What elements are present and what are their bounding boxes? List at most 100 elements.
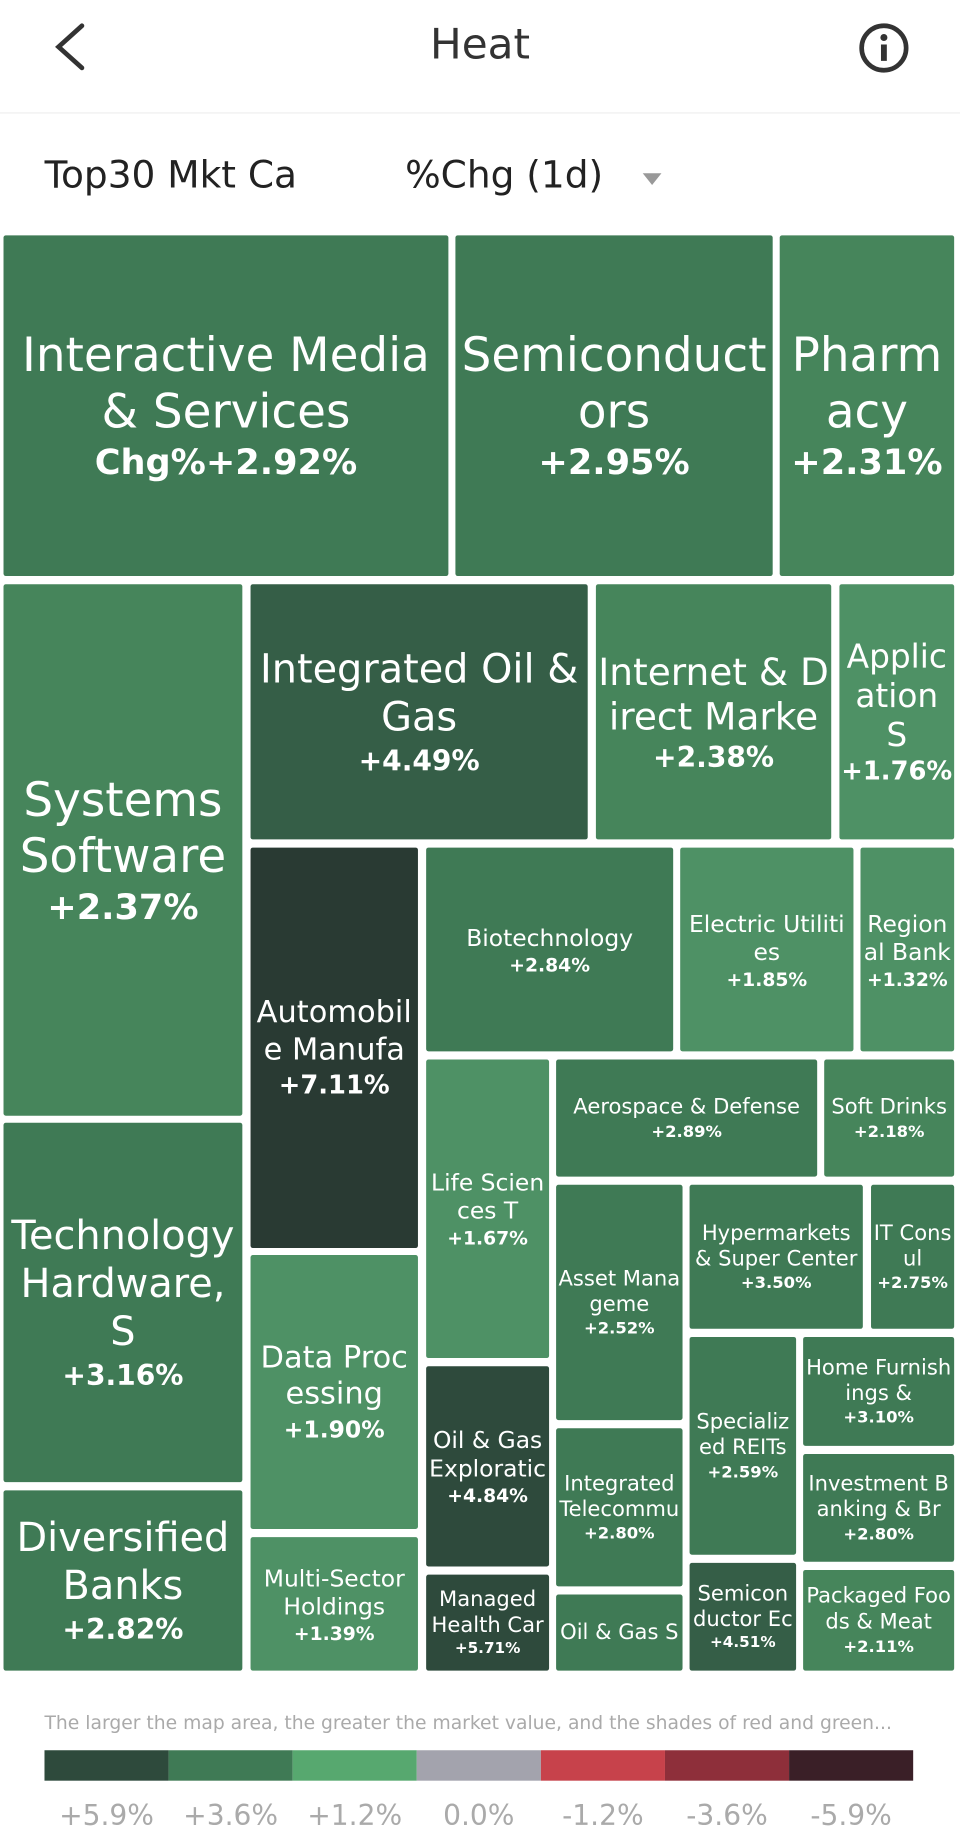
tile-change: +5.71% bbox=[454, 1640, 521, 1658]
tile[interactable]: Packaged Foods & Meat +2.11% bbox=[803, 1569, 955, 1671]
tile-name: Investment Banking & Br bbox=[808, 1472, 949, 1522]
tile[interactable]: Life Sciences T +1.67% bbox=[426, 1059, 550, 1359]
tile[interactable]: Interactive Media & Services Chg%+2.92% bbox=[3, 235, 449, 577]
tile-change: +1.67% bbox=[447, 1226, 528, 1250]
tile-name: Systems Software bbox=[19, 773, 227, 884]
tile-name: Specialized REITs bbox=[696, 1410, 790, 1460]
legend-swatch bbox=[168, 1750, 293, 1781]
metric-filter[interactable]: %Chg (1d) bbox=[405, 152, 664, 197]
tile-change: +2.82% bbox=[62, 1613, 184, 1646]
legend-label: -3.6% bbox=[686, 1799, 768, 1833]
tile-name: Integrated Oil & Gas bbox=[259, 646, 579, 742]
tile-name: Hypermarkets & Super Center bbox=[694, 1220, 858, 1271]
tile[interactable]: Oil & Gas Exploratic +4.84% bbox=[426, 1366, 550, 1567]
tile-name: Biotechnology bbox=[466, 923, 634, 952]
tile-change: +2.59% bbox=[707, 1462, 779, 1482]
tile-name: Pharmacy bbox=[791, 328, 943, 440]
legend-label: +1.2% bbox=[307, 1799, 403, 1833]
tile-change: +2.37% bbox=[47, 886, 199, 928]
tile-name: Oil & Gas Exploratic bbox=[429, 1425, 547, 1483]
legend-swatch bbox=[540, 1750, 665, 1781]
tile-change: +1.85% bbox=[726, 967, 808, 990]
dropdown-arrow bbox=[643, 173, 662, 185]
tile[interactable]: Electric Utilities +1.85% bbox=[680, 847, 854, 1052]
legend-label: +3.6% bbox=[183, 1799, 279, 1833]
legend-swatch bbox=[44, 1750, 169, 1781]
legend-swatch bbox=[416, 1750, 541, 1781]
tile-change: Chg%+2.92% bbox=[94, 442, 358, 484]
tile[interactable]: Multi-Sector Holdings +1.39% bbox=[250, 1537, 418, 1671]
back-icon bbox=[55, 23, 85, 71]
tile-change: +7.11% bbox=[278, 1070, 390, 1101]
tile-name: Automobile Manufa bbox=[256, 995, 412, 1068]
tile[interactable]: IT Consul +2.75% bbox=[871, 1184, 955, 1329]
tile-change: +2.80% bbox=[843, 1524, 914, 1544]
tile-name: Semiconductor Ec bbox=[692, 1581, 793, 1632]
tile-name: Application S bbox=[846, 637, 947, 755]
tile-name: Managed Health Car bbox=[431, 1587, 544, 1638]
tile[interactable]: Home Furnishings & +3.10% bbox=[803, 1336, 955, 1446]
tile[interactable]: Pharmacy +2.31% bbox=[779, 235, 955, 577]
tile-change: +2.38% bbox=[653, 741, 775, 775]
legend-swatch bbox=[292, 1750, 417, 1781]
tile-change: +1.90% bbox=[283, 1415, 385, 1444]
tile-change: +2.18% bbox=[853, 1122, 925, 1142]
tile-name: Regional Bank bbox=[863, 909, 951, 966]
tile-change: +2.11% bbox=[843, 1637, 914, 1657]
tile-name: Integrated Telecommu bbox=[559, 1471, 680, 1522]
tile[interactable]: Oil & Gas S bbox=[556, 1594, 683, 1671]
universe-filter[interactable]: Top30 Mkt Cap bbox=[44, 152, 300, 197]
tile[interactable]: Aerospace & Defense +2.89% bbox=[556, 1059, 818, 1177]
tile[interactable]: Investment Banking & Br +2.80% bbox=[803, 1454, 955, 1562]
tile[interactable]: Specialized REITs +2.59% bbox=[689, 1336, 797, 1555]
back-button[interactable] bbox=[47, 21, 94, 73]
tile-name: Semiconductors bbox=[461, 328, 767, 440]
tile-change: +1.32% bbox=[866, 967, 948, 990]
tile[interactable]: Integrated Oil & Gas +4.49% bbox=[250, 584, 588, 840]
tile[interactable]: Hypermarkets & Super Center +3.50% bbox=[689, 1184, 863, 1329]
tile-name: Packaged Foods & Meat bbox=[806, 1584, 951, 1635]
tile[interactable]: Semiconductors +2.95% bbox=[455, 235, 773, 577]
tile-name: Home Furnishings & bbox=[806, 1355, 952, 1406]
tile[interactable]: Regional Bank +1.32% bbox=[860, 847, 955, 1052]
tile[interactable]: Application S +1.76% bbox=[839, 584, 955, 840]
tile[interactable]: Semiconductor Ec +4.51% bbox=[689, 1562, 797, 1671]
tile-change: +4.51% bbox=[710, 1634, 776, 1653]
tile[interactable]: Integrated Telecommu +2.80% bbox=[556, 1428, 683, 1587]
tile[interactable]: Soft Drinks +2.18% bbox=[824, 1059, 955, 1177]
tile-name: Data Processing bbox=[260, 1340, 408, 1412]
tile[interactable]: Internet & Direct Marke +2.38% bbox=[595, 584, 832, 840]
tile-name: Interactive Media & Services bbox=[22, 328, 430, 440]
tile[interactable]: Data Processing +1.90% bbox=[250, 1255, 418, 1529]
tile-change: +2.84% bbox=[509, 953, 590, 976]
metric-label: %Chg (1d) bbox=[405, 152, 604, 197]
tile-change: +2.31% bbox=[791, 442, 943, 484]
tile[interactable]: Diversified Banks +2.82% bbox=[3, 1490, 243, 1671]
legend-swatch bbox=[664, 1750, 790, 1781]
tile-name: Electric Utilities bbox=[688, 909, 845, 966]
legend-label: -5.9% bbox=[810, 1799, 892, 1833]
info-button[interactable] bbox=[857, 21, 911, 80]
tile[interactable]: Technology Hardware, S +3.16% bbox=[3, 1122, 243, 1483]
tile-change: +3.50% bbox=[740, 1273, 812, 1293]
tile-name: Soft Drinks bbox=[831, 1094, 947, 1120]
tile-name: Technology Hardware, S bbox=[11, 1213, 235, 1356]
tile-name: Aerospace & Defense bbox=[573, 1094, 800, 1120]
tile[interactable]: Biotechnology +2.84% bbox=[426, 847, 674, 1052]
tile-change: +2.80% bbox=[584, 1524, 655, 1544]
tile-change: +2.75% bbox=[877, 1273, 948, 1293]
tile-change: +1.39% bbox=[293, 1622, 375, 1645]
tile[interactable]: Managed Health Car +5.71% bbox=[426, 1574, 550, 1671]
tile[interactable]: Asset Manageme +2.52% bbox=[556, 1184, 683, 1421]
tile-name: Asset Manageme bbox=[558, 1266, 681, 1317]
tile-change: +4.84% bbox=[447, 1484, 528, 1507]
divider bbox=[0, 112, 960, 114]
legend-label: 0.0% bbox=[443, 1799, 515, 1833]
legend-label: -1.2% bbox=[562, 1799, 644, 1833]
tile-name: Life Sciences T bbox=[431, 1168, 545, 1225]
tile-change: +3.16% bbox=[62, 1358, 184, 1392]
tile[interactable]: Systems Software +2.37% bbox=[3, 584, 243, 1116]
tile-name: IT Consul bbox=[873, 1220, 952, 1271]
tile[interactable]: Automobile Manufa +7.11% bbox=[250, 847, 418, 1249]
